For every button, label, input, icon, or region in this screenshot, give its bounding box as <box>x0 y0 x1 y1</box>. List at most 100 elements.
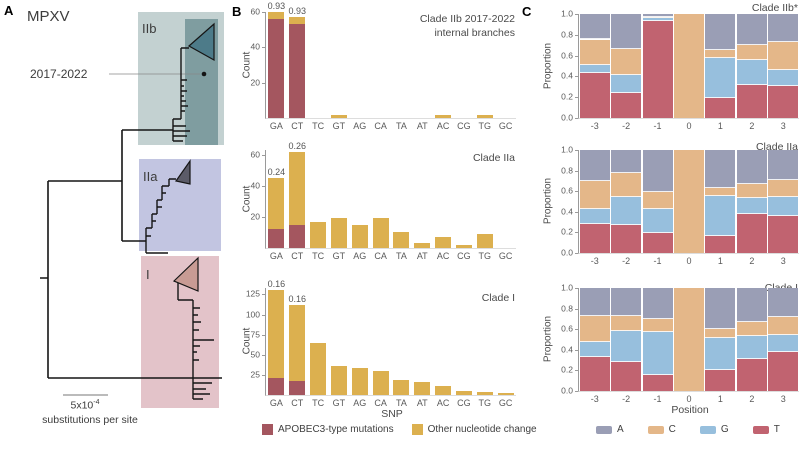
x-tick-label: CT <box>291 398 304 408</box>
bar-c_iia-3-G <box>768 197 799 216</box>
y-tick-mark <box>575 170 578 172</box>
y-tick-label: 0.0 <box>561 247 573 258</box>
y-tick-mark <box>575 55 578 57</box>
y-tick-mark <box>575 150 578 151</box>
x-tick-label: 3 <box>780 394 786 404</box>
clade-iib-collapsed-triangle <box>187 22 215 62</box>
x-tick-label: CT <box>291 121 304 131</box>
y-tick-label: 25 <box>250 369 260 380</box>
x-tick-label: AT <box>416 398 428 408</box>
bar-c_iia--1-G <box>642 208 673 234</box>
y-tick-label: 40 <box>250 41 260 52</box>
annotation-2017-2022: 2017-2022 <box>30 67 88 81</box>
bar-c_i--2-A <box>611 288 642 316</box>
y-tick-label: 75 <box>250 329 260 340</box>
bar-c_i-1-T <box>705 370 736 391</box>
bar-c_iib-0-C <box>674 14 704 118</box>
bar-c_iia-0-C <box>674 150 704 253</box>
bar-b_iia-GA-APOBEC3-type mutations <box>268 229 285 248</box>
bar-c_iia--3-A <box>579 150 610 181</box>
bar-c_i-0-C <box>674 288 704 391</box>
bar-c_iib--1-T <box>642 21 673 118</box>
scale-bar-value: 5x10-4 <box>45 399 125 412</box>
bar-c_iib-2-A <box>736 14 767 46</box>
x-tick-label: GA <box>269 398 283 408</box>
scale-exponent: -4 <box>93 399 100 406</box>
chart-title-clade-i-snp: Clade I <box>481 292 515 304</box>
bar-c_iia-1-C <box>705 188 736 197</box>
bar-c_iia--2-A <box>611 150 642 173</box>
x-tick-label: 2 <box>749 256 755 266</box>
x-tick-label: -3 <box>590 256 599 266</box>
x-tick-label: CG <box>457 398 471 408</box>
bar-c_iia-2-T <box>736 213 767 253</box>
x-tick-label: AC <box>436 398 450 408</box>
bar-b_iia-GA-Other nucleotide change <box>268 178 285 230</box>
chart-title-clade-iib-context: Clade IIb* <box>751 2 798 14</box>
chart-title-clade-iia-snp: Clade IIa <box>472 152 515 164</box>
x-tick-label: CA <box>374 398 387 408</box>
y-tick-mark <box>262 334 265 336</box>
y-tick-label: 0.2 <box>561 91 573 102</box>
clade-iib-subtree <box>122 47 190 142</box>
x-tick-label: AT <box>416 251 428 261</box>
scale-mantissa: 5x10 <box>70 399 94 412</box>
x-tick-label: GC <box>498 398 513 408</box>
annotation-node-dot <box>201 71 207 77</box>
bar-b_i-CA-Other nucleotide change <box>372 370 389 395</box>
panel-b-label: B <box>232 4 242 19</box>
bar-c_iia--3-C <box>579 180 610 209</box>
bar-b_iia-AC-Other nucleotide change <box>435 237 452 248</box>
x-axis-label-position: Position <box>671 404 709 416</box>
clade-i-label: I <box>146 267 150 282</box>
x-tick-label: TG <box>478 121 492 131</box>
bar-c_i--1-G <box>642 332 673 375</box>
bar-c_iib--2-C <box>611 48 642 76</box>
bar-b_iia-TA-Other nucleotide change <box>393 232 410 248</box>
y-tick-label: 0.4 <box>561 206 573 217</box>
bar-c_iib--1-A <box>642 14 673 18</box>
bar-b_iia-TG-Other nucleotide change <box>476 234 493 248</box>
bar-b_iib-CT-APOBEC3-type mutations <box>289 24 306 118</box>
bar-c_iia--2-C <box>611 172 642 198</box>
y-tick-label: 0.4 <box>561 70 573 81</box>
bar-c_i--1-C <box>642 318 673 333</box>
x-tick-label: -1 <box>653 121 662 131</box>
panel-c-label: C <box>522 4 532 19</box>
y-tick-mark <box>575 253 578 254</box>
bar-c_iia-1-G <box>705 196 736 236</box>
legend-item-t: T <box>752 424 780 435</box>
scale-bar-caption: substitutions per site <box>42 414 138 426</box>
bar-c_iib-3-A <box>768 14 799 43</box>
x-tick-label: AG <box>353 398 367 408</box>
bar-c_iib-1-A <box>705 14 736 50</box>
x-tick-label: CT <box>291 251 304 261</box>
x-tick-label: 3 <box>780 121 786 131</box>
bar-b_iia-CT-Other nucleotide change <box>289 151 306 225</box>
y-tick-mark <box>575 14 578 15</box>
nucleotide-g-label: G <box>720 424 729 435</box>
y-tick-mark <box>262 314 265 316</box>
y-tick-label: 0.0 <box>561 112 573 123</box>
bar-c_i-2-G <box>736 336 767 360</box>
x-tick-label: CG <box>457 121 471 131</box>
plot-c_i: 0.0 0.2 0.4 0.6 0.8 1.0 -3 -2 -1 0 1 2 3 <box>561 283 799 404</box>
y-tick-mark <box>575 391 578 392</box>
bar-b_iib-GA-APOBEC3-type mutations <box>268 19 285 118</box>
bar-b_iib-GA-Other nucleotide change <box>268 12 285 20</box>
nucleotide-c-label: C <box>668 424 676 435</box>
y-tick-label: 0.8 <box>561 303 573 314</box>
bar-c_i-2-C <box>736 322 767 337</box>
y-tick-label: 0.2 <box>561 364 573 375</box>
clade-iib-label: IIb <box>142 21 156 36</box>
x-axis-label-snp: SNP <box>381 408 403 420</box>
bar-c_iib-2-T <box>736 84 767 118</box>
bar-c_iib--3-G <box>579 64 610 73</box>
bar-c_iib--2-G <box>611 75 642 94</box>
bar-c_iia--3-T <box>579 224 610 253</box>
bar-c_iia--2-G <box>611 197 642 226</box>
y-tick-mark <box>262 216 265 218</box>
bar-c_iia-2-G <box>736 198 767 214</box>
bar-annotation: 0.93 <box>288 6 307 17</box>
